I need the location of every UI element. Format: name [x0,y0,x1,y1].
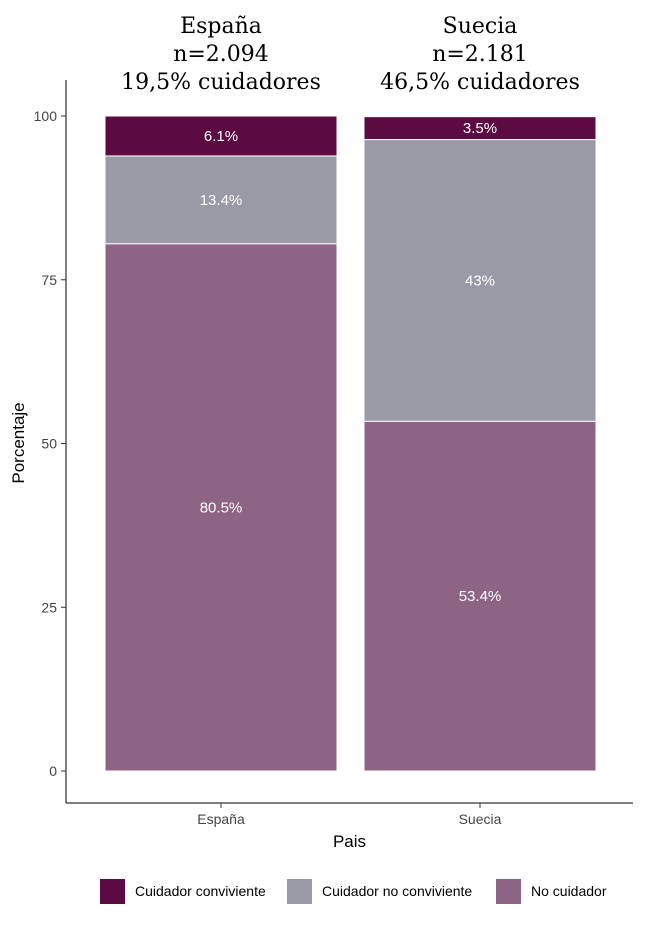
bar-segment-no-cuidador [363,420,597,772]
x-tick-label: Suecia [459,811,502,827]
y-tick-label: 100 [34,108,58,124]
bar-stack-suecia: 53.4% 43% 3.5% [363,116,597,772]
header-espana: España n=2.094 19,5% cuidadores [121,14,321,95]
y-tick-label: 75 [41,272,57,288]
bar-stack-espana: 80.5% 13.4% 6.1% [104,115,338,772]
header-suecia: Suecia n=2.181 46,5% cuidadores [380,14,580,95]
headers: España n=2.094 19,5% cuidadores Suecia n=2.1… [121,14,580,95]
bar-label: 6.1% [204,128,238,145]
header-country: Suecia [443,14,518,39]
bar-segment-cuidador-no-conviviente [363,139,597,422]
bar-segment-cuidador-conviviente [104,115,338,157]
legend-swatch [287,879,312,904]
bar-label: 80.5% [200,499,243,516]
legend-item-cuidador-no-conviviente: Cuidador no conviviente [287,879,472,904]
bar-segment-cuidador-conviviente [363,116,597,141]
legend-label: Cuidador no conviviente [322,883,472,899]
bar-label: 13.4% [200,192,243,209]
header-carers: 46,5% cuidadores [380,70,580,95]
x-tick-label: España [197,811,245,827]
header-country: España [180,14,262,39]
legend-swatch [496,879,521,904]
legend-label: Cuidador conviviente [135,883,266,899]
y-axis-title: Porcentaje [9,402,28,483]
x-axis-title: Pais [333,832,366,851]
legend-label: No cuidador [531,883,607,899]
bar-label: 43% [465,272,495,289]
header-carers: 19,5% cuidadores [121,70,321,95]
bar-segment-cuidador-no-conviviente [104,155,338,245]
header-n: n=2.181 [432,42,528,67]
y-tick-label: 25 [41,599,57,615]
bar-segment-no-cuidador [104,243,338,772]
legend-item-no-cuidador: No cuidador [496,879,607,904]
axes: 0 25 50 75 100 España Suecia Pais Porcentaje [9,80,633,851]
legend-item-cuidador-conviviente: Cuidador conviviente [100,879,266,904]
bar-label: 53.4% [459,588,502,605]
bar-label: 3.5% [463,120,497,137]
legend-swatch [100,879,125,904]
y-tick-label: 50 [41,436,57,452]
header-n: n=2.094 [173,42,269,67]
legend: Cuidador conviviente Cuidador no convivie… [100,879,607,904]
bars: 80.5% 13.4% 6.1% 53.4% 43% 3.5% [104,115,597,772]
y-tick-label: 0 [49,763,57,779]
